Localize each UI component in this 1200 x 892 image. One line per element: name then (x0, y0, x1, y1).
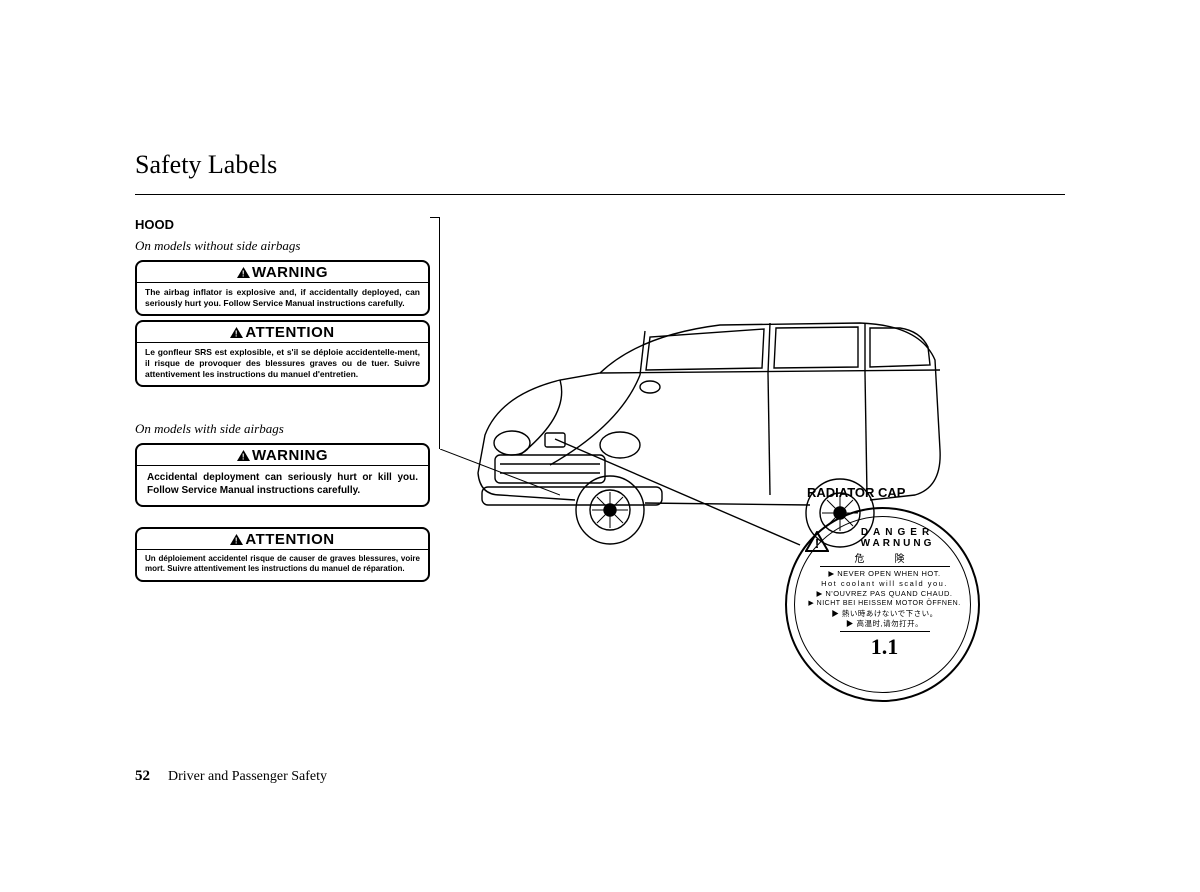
svg-text:!: ! (235, 537, 238, 546)
attention-header: ! ATTENTION (137, 322, 428, 343)
cap-danger-text: DANGER (825, 527, 970, 538)
warning-triangle-icon: ! (230, 325, 243, 342)
hood-labels-column: HOOD On models without side airbags ! WA… (135, 217, 430, 590)
warning-triangle-icon: ! (230, 532, 243, 549)
warning-box-a2: ! ATTENTION Le gonfleur SRS est explosib… (135, 320, 430, 387)
warning-box-b1: ! WARNING Accidental deployment can seri… (135, 443, 430, 507)
cap-line-0: ▶ NEVER OPEN WHEN HOT. (805, 569, 964, 579)
page-footer: 52 Driver and Passenger Safety (135, 767, 327, 785)
attention-body: Le gonfleur SRS est explosible, et s'il … (137, 343, 428, 385)
content-area: HOOD On models without side airbags ! WA… (135, 217, 1065, 757)
cap-kiken-text: 危 険 (820, 550, 950, 567)
warning-box-a1: ! WARNING The airbag inflator is explosi… (135, 260, 430, 316)
subtitle-without-side-airbags: On models without side airbags (135, 238, 430, 254)
subtitle-with-side-airbags: On models with side airbags (135, 421, 430, 437)
cap-warnung-text: WARNUNG (825, 538, 970, 549)
horizontal-rule (135, 194, 1065, 195)
cap-line-4: ▶ 熱い時あけないで下さい。 (805, 609, 964, 619)
cap-warning-lines: ▶ NEVER OPEN WHEN HOT. Hot coolant will … (799, 569, 970, 629)
cap-pressure-number: 1.1 (799, 634, 970, 660)
callout-bracket (430, 217, 440, 449)
attention-header-text: ATTENTION (245, 324, 334, 341)
svg-text:!: ! (235, 330, 238, 339)
warning-header-text: WARNING (252, 447, 328, 464)
cap-line-2: ▶ N'OUVREZ PAS QUAND CHAUD. (805, 589, 964, 599)
attention-header: ! ATTENTION (137, 529, 428, 550)
warning-body: The airbag inflator is explosive and, if… (137, 283, 428, 314)
attention-body: Un déploiement accidentel risque de caus… (137, 550, 428, 580)
warning-box-b2: ! ATTENTION Un déploiement accidentel ri… (135, 527, 430, 582)
cap-line-1: Hot coolant will scald you. (805, 579, 964, 589)
hood-heading: HOOD (135, 217, 430, 232)
warning-header-text: WARNING (252, 264, 328, 281)
manual-page: Safety Labels HOOD On models without sid… (135, 150, 1065, 757)
cap-outer-ring: ! DANGER WARNUNG 危 険 ▶ NEVER OPEN WHEN H… (785, 507, 980, 702)
page-title: Safety Labels (135, 150, 1065, 180)
radiator-cap-label: ! DANGER WARNUNG 危 険 ▶ NEVER OPEN WHEN H… (785, 507, 980, 702)
warning-header: ! WARNING (137, 445, 428, 466)
chapter-name: Driver and Passenger Safety (168, 769, 327, 784)
svg-text:!: ! (242, 270, 245, 279)
svg-text:!: ! (242, 453, 245, 462)
warning-triangle-icon: ! (237, 448, 250, 465)
cap-content: DANGER WARNUNG 危 険 ▶ NEVER OPEN WHEN HOT… (799, 527, 970, 660)
with-side-airbags-section: On models with side airbags ! WARNING Ac… (135, 421, 430, 582)
cap-line-3: ▶ NICHT BEI HEISSEM MOTOR ÖFFNEN. (805, 599, 964, 608)
radiator-cap-heading: RADIATOR CAP (807, 485, 905, 500)
warning-header: ! WARNING (137, 262, 428, 283)
warning-triangle-icon: ! (237, 265, 250, 282)
cap-line-5: ▶ 高温时,请勿打开。 (805, 619, 964, 629)
warning-body: Accidental deployment can seriously hurt… (137, 466, 428, 505)
attention-header-text: ATTENTION (245, 531, 334, 548)
page-number: 52 (135, 768, 150, 784)
cap-number-rule (840, 631, 930, 632)
